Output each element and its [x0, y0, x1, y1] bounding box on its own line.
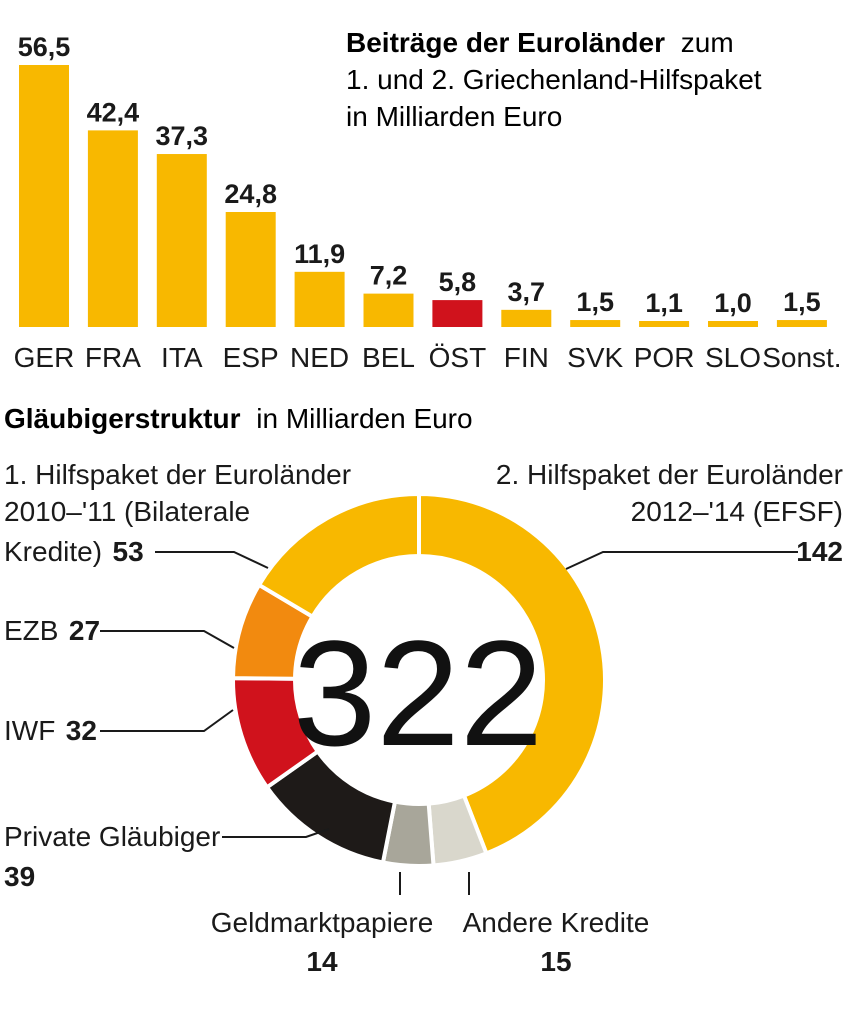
bar-value-label-ned: 11,9 — [294, 239, 345, 269]
bar-value-label-ita: 37,3 — [156, 121, 209, 151]
label-bilateral-value: 53 — [113, 536, 144, 567]
label-iwf-line: IWF 32 — [4, 715, 97, 746]
donut-total: 322 — [293, 609, 543, 777]
label-iwf: IWF 32 — [4, 715, 97, 746]
label-geldmarkt-text: Geldmarktpapiere — [211, 907, 434, 938]
bar-chart-subtitle-line3: in Milliarden Euro — [346, 101, 562, 132]
donut-chart-title-line: Gläubigerstruktur in Milliarden Euro — [4, 403, 473, 434]
bar-esp — [225, 211, 276, 327]
label-andere-text: Andere Kredite — [463, 907, 650, 938]
bar-sonst — [776, 320, 827, 327]
bar-category-label-st: ÖST — [429, 342, 487, 373]
bar-st — [432, 300, 483, 327]
label-ezb-value: 27 — [69, 615, 100, 646]
bar-chart-title-line1: Beiträge der Euroländer zum — [346, 27, 734, 58]
bar-chart-subtitle-part1: zum — [681, 27, 734, 58]
bar-slo — [708, 321, 758, 327]
label-andere: Andere Kredite 15 — [463, 907, 650, 977]
bar-category-label-fin: FIN — [504, 342, 549, 373]
bar-value-label-bel: 7,2 — [370, 261, 408, 291]
bar-chart-subtitle-line2: 1. und 2. Griechenland-Hilfspaket — [346, 64, 762, 95]
bar-category-label-slo: SLO — [705, 342, 761, 373]
label-efsf-line2: 2012–'14 (EFSF) — [631, 496, 843, 527]
label-bilateral-line3-text: Kredite) — [4, 536, 102, 567]
label-geldmarkt: Geldmarktpapiere 14 — [211, 907, 434, 977]
label-private: Private Gläubiger 39 — [4, 821, 220, 892]
donut-slice-bilateral — [256, 491, 421, 620]
label-efsf-line1: 2. Hilfspaket der Euroländer — [496, 459, 843, 490]
leader-line-bilateral — [155, 551, 269, 569]
label-ezb-line: EZB 27 — [4, 615, 100, 646]
bar-category-label-fra: FRA — [85, 342, 141, 373]
bar-value-label-st: 5,8 — [439, 267, 477, 297]
leader-line-private — [222, 828, 330, 838]
bar-value-label-svk: 1,5 — [576, 287, 614, 317]
label-ezb: EZB 27 — [4, 615, 100, 646]
bar-category-label-ger: GER — [14, 342, 75, 373]
donut-chart — [230, 491, 607, 868]
bar-fra — [87, 130, 138, 327]
label-bilateral-line3: Kredite) 53 — [4, 536, 144, 567]
leader-line-efsf — [565, 551, 798, 570]
bar-category-label-bel: BEL — [362, 342, 415, 373]
bar-ned — [294, 271, 345, 327]
label-iwf-text: IWF — [4, 715, 55, 746]
donut-chart-title-suffix: in Milliarden Euro — [256, 403, 472, 434]
bar-category-label-ned: NED — [290, 342, 349, 373]
label-geldmarkt-value: 14 — [306, 946, 338, 977]
bar-value-label-fin: 3,7 — [508, 277, 546, 307]
leader-lines — [100, 551, 798, 895]
bar-value-label-por: 1,1 — [645, 288, 683, 318]
label-ezb-text: EZB — [4, 615, 58, 646]
label-private-text: Private Gläubiger — [4, 821, 220, 852]
label-efsf-value: 142 — [796, 536, 843, 567]
bar-fin — [501, 309, 552, 327]
label-efsf: 2. Hilfspaket der Euroländer 2012–'14 (E… — [496, 459, 843, 567]
bar-chart-title: Beiträge der Euroländer — [346, 27, 665, 58]
bar-svk — [570, 320, 621, 327]
bar-category-label-por: POR — [634, 342, 695, 373]
bar-bel — [363, 293, 414, 327]
bar-ita — [156, 154, 207, 327]
label-bilateral-line1: 1. Hilfspaket der Euroländer — [4, 459, 351, 490]
leader-line-iwf — [100, 709, 234, 732]
bar-chart: 56,5 GER 42,4 FRA 37,3 ITA 24,8 ESP 11,9 NED 7,2 BE… — [14, 32, 842, 373]
bar-value-label-fra: 42,4 — [87, 97, 140, 127]
label-iwf-value: 32 — [66, 715, 97, 746]
bar-category-label-ita: ITA — [161, 342, 203, 373]
donut-chart-title: Gläubigerstruktur — [4, 403, 241, 434]
bar-value-label-esp: 24,8 — [224, 179, 277, 209]
bar-por — [639, 321, 690, 327]
label-private-value: 39 — [4, 861, 35, 892]
bar-value-label-sonst: 1,5 — [783, 287, 821, 317]
bar-category-label-esp: ESP — [223, 342, 279, 373]
donut-slice-efsf — [417, 491, 607, 856]
bar-category-label-sonst: Sonst. — [762, 342, 841, 373]
bar-ger — [19, 65, 69, 327]
label-andere-value: 15 — [540, 946, 571, 977]
bar-category-label-svk: SVK — [567, 342, 623, 373]
label-bilateral: 1. Hilfspaket der Euroländer 2010–'11 (B… — [4, 459, 351, 567]
leader-line-ezb — [100, 630, 235, 649]
bar-value-label-slo: 1,0 — [714, 288, 752, 318]
bar-value-label-ger: 56,5 — [18, 32, 71, 62]
label-bilateral-line2: 2010–'11 (Bilaterale — [4, 496, 250, 527]
